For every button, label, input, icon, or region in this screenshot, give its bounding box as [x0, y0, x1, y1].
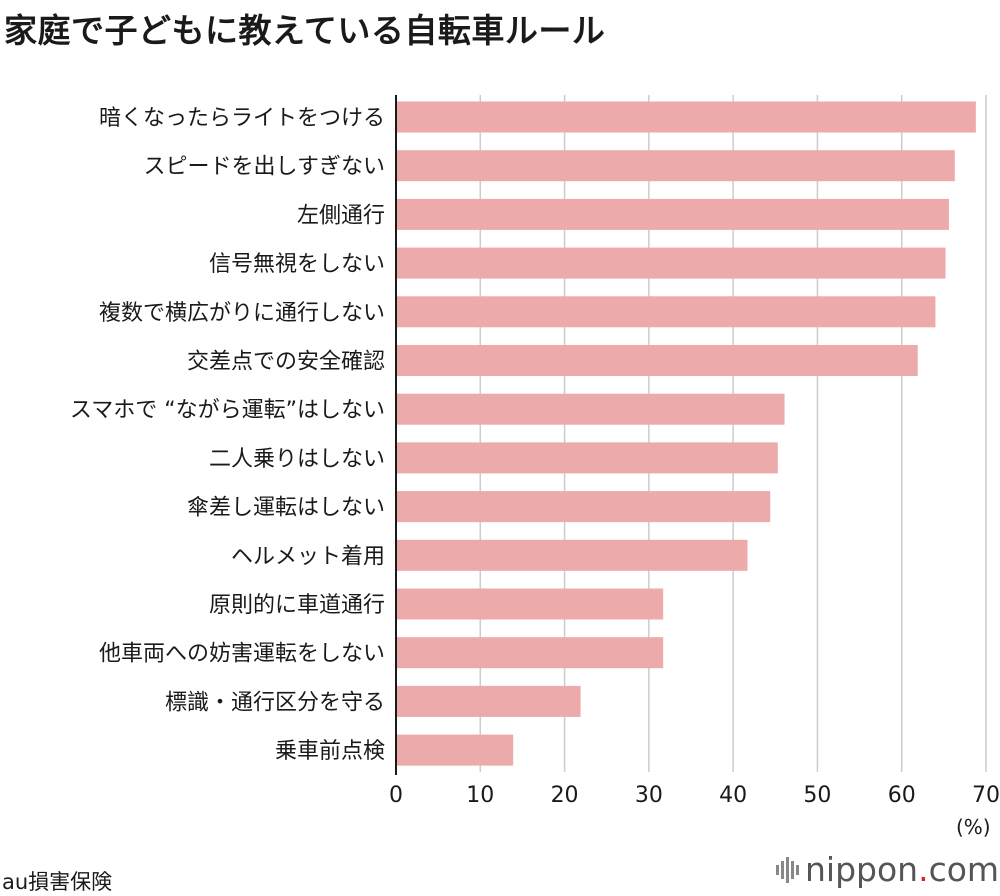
- category-label: 信号無視をしない: [209, 252, 385, 277]
- bar: [396, 588, 664, 620]
- bar: [396, 637, 664, 669]
- x-tick-label: 30: [635, 783, 663, 808]
- category-label: 他車両への妨害運転をしない: [99, 642, 385, 667]
- bar: [396, 442, 778, 474]
- x-tick-label: 50: [803, 783, 831, 808]
- bar: [396, 685, 581, 717]
- source-credit: au損害保険: [2, 870, 113, 894]
- bar: [396, 296, 936, 328]
- category-label: 乗車前点検: [275, 739, 385, 764]
- chart-title: 家庭で子どもに教えている自転車ルール: [4, 11, 606, 50]
- bar: [396, 491, 771, 523]
- category-label: 交差点での安全確認: [187, 350, 385, 375]
- category-label: 二人乗りはしない: [209, 447, 385, 472]
- logo-dot: .: [918, 850, 929, 889]
- bar: [396, 734, 514, 766]
- bar: [396, 539, 748, 571]
- bar: [396, 247, 946, 279]
- x-tick-label: 20: [551, 783, 579, 808]
- bar: [396, 150, 955, 182]
- nippon-com-logo: nippon. com: [776, 850, 999, 889]
- category-label: スピードを出しすぎない: [143, 155, 385, 180]
- x-tick-label: 10: [466, 783, 494, 808]
- logo-suffix: com: [928, 850, 1000, 889]
- bar: [396, 345, 918, 376]
- category-label: 左側通行: [297, 203, 385, 228]
- logo-bars-icon: [776, 856, 799, 883]
- category-label: 暗くなったらライトをつける: [99, 106, 385, 131]
- x-tick-label: 0: [389, 783, 403, 808]
- logo-name: nippon: [805, 850, 919, 889]
- x-tick-label: 40: [719, 783, 747, 808]
- category-label: ヘルメット着用: [231, 544, 385, 569]
- category-label: 原則的に車道通行: [209, 593, 385, 618]
- bar: [396, 198, 949, 230]
- x-tick-label: 70: [972, 783, 1000, 808]
- category-label: スマホで “ながら運転”はしない: [70, 398, 385, 423]
- bar: [396, 393, 785, 425]
- axis-unit-label: (%): [956, 815, 991, 839]
- category-label: 標識・通行区分を守る: [165, 690, 385, 715]
- bar: [396, 101, 976, 133]
- x-tick-label: 60: [888, 783, 916, 808]
- category-label: 傘差し運転はしない: [187, 496, 385, 521]
- category-label: 複数で横広がりに通行しない: [99, 301, 385, 326]
